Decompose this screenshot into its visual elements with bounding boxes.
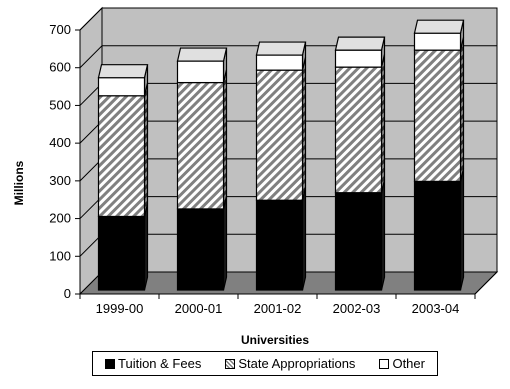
bars	[97, 19, 465, 291]
gridline	[79, 7, 497, 31]
legend: Tuition & Fees State Appropriations Othe…	[92, 351, 438, 376]
bar-segment-other	[176, 60, 225, 84]
bar-segment-tuition	[334, 192, 383, 291]
y-tick-label: 400	[49, 135, 71, 150]
bar-segment-state	[255, 69, 304, 201]
y-tick-label: 0	[64, 286, 71, 301]
x-tick-label: 2001-02	[254, 301, 302, 316]
bar-segment-state	[413, 49, 462, 182]
bar-segment-tuition	[97, 215, 146, 291]
legend-label-tuition: Tuition & Fees	[118, 356, 202, 371]
legend-item-tuition: Tuition & Fees	[105, 356, 201, 371]
tick-labels: 0 100 200 300 400 500 600 700 1999-00 2000-01 2001…	[49, 22, 459, 316]
x-tick-label: 2002-03	[333, 301, 381, 316]
y-tick-label: 700	[49, 22, 71, 37]
bar-segment-other	[97, 77, 146, 97]
floor-edge	[474, 271, 498, 295]
legend-swatch-tuition	[105, 358, 115, 369]
bar-top	[97, 64, 149, 79]
bar-segment-tuition	[413, 180, 462, 291]
x-tick-label: 2000-01	[175, 301, 223, 316]
legend-label-state: State Appropriations	[238, 356, 356, 371]
legend-swatch-other	[379, 358, 390, 369]
legend-label-other: Other	[392, 356, 425, 371]
y-tick-label: 500	[49, 97, 71, 112]
axes	[75, 29, 498, 299]
bar-segment-tuition	[176, 208, 225, 291]
bar-segment-tuition	[255, 199, 304, 291]
bar-top	[176, 47, 228, 62]
legend-swatch-state	[225, 358, 236, 369]
legend-item-other: Other	[379, 356, 425, 371]
bar-segment-other	[334, 49, 383, 68]
y-axis-title: Millions	[12, 160, 26, 205]
bar-segment-other	[255, 54, 304, 71]
bar-top	[255, 41, 307, 56]
x-axis-title: Universities	[241, 333, 309, 347]
legend-item-state: State Appropriations	[225, 356, 355, 371]
x-tick-label: 2003-04	[412, 301, 460, 316]
y-tick-label: 300	[49, 173, 71, 188]
bar-segment-state	[176, 81, 225, 210]
y-tick-label: 600	[49, 60, 71, 75]
bar-top	[334, 36, 386, 51]
bar-segment-state	[97, 95, 146, 218]
x-tick-label: 1999-00	[96, 301, 144, 316]
bar-segment-state	[334, 66, 383, 194]
y-tick-label: 200	[49, 211, 71, 226]
bar-segment-other	[413, 32, 462, 51]
bar-top	[413, 19, 465, 34]
y-tick-label: 100	[49, 248, 71, 263]
